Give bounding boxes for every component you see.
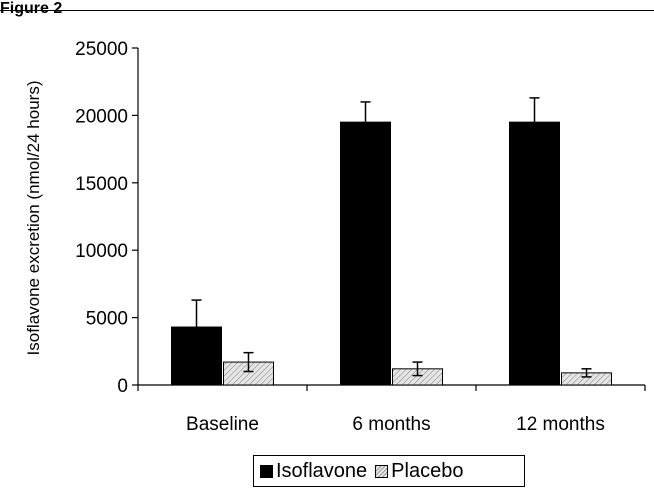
x-tick-label: 6 months [352, 414, 430, 435]
x-tick-labels: Baseline 6 months 12 months [186, 414, 605, 435]
y-tick-label: 0 [117, 376, 128, 397]
legend-item-placebo: Placebo [375, 460, 463, 483]
y-tick-label: 10000 [75, 241, 128, 262]
y-tick-label: 25000 [75, 39, 128, 60]
legend-item-isoflavone: Isoflavone [260, 460, 367, 483]
axes [132, 47, 646, 391]
bars [171, 97, 612, 386]
legend-swatch-placebo [375, 464, 389, 478]
bar-isoflavone-1 [340, 121, 391, 386]
top-rule [0, 10, 654, 11]
legend: Isoflavone Placebo [253, 455, 525, 487]
y-tick-label: 20000 [75, 106, 128, 127]
legend-swatch-isoflavone [260, 464, 273, 478]
legend-label-placebo: Placebo [391, 459, 464, 482]
legend-label-isoflavone: Isoflavone [276, 459, 368, 482]
bar-isoflavone-2 [509, 121, 560, 386]
y-axis-label: Isoflavone excretion (nmol/24 hours) [24, 81, 43, 356]
y-tick-label: 15000 [75, 174, 128, 195]
x-tick-label: Baseline [186, 414, 259, 435]
y-tick-label: 5000 [86, 309, 128, 330]
y-tick-labels: 0 5000 10000 15000 20000 25000 [75, 39, 128, 397]
figure-label: Figure 2 [0, 0, 63, 17]
x-tick-label: 12 months [516, 414, 605, 435]
bar-isoflavone-0 [171, 326, 222, 386]
